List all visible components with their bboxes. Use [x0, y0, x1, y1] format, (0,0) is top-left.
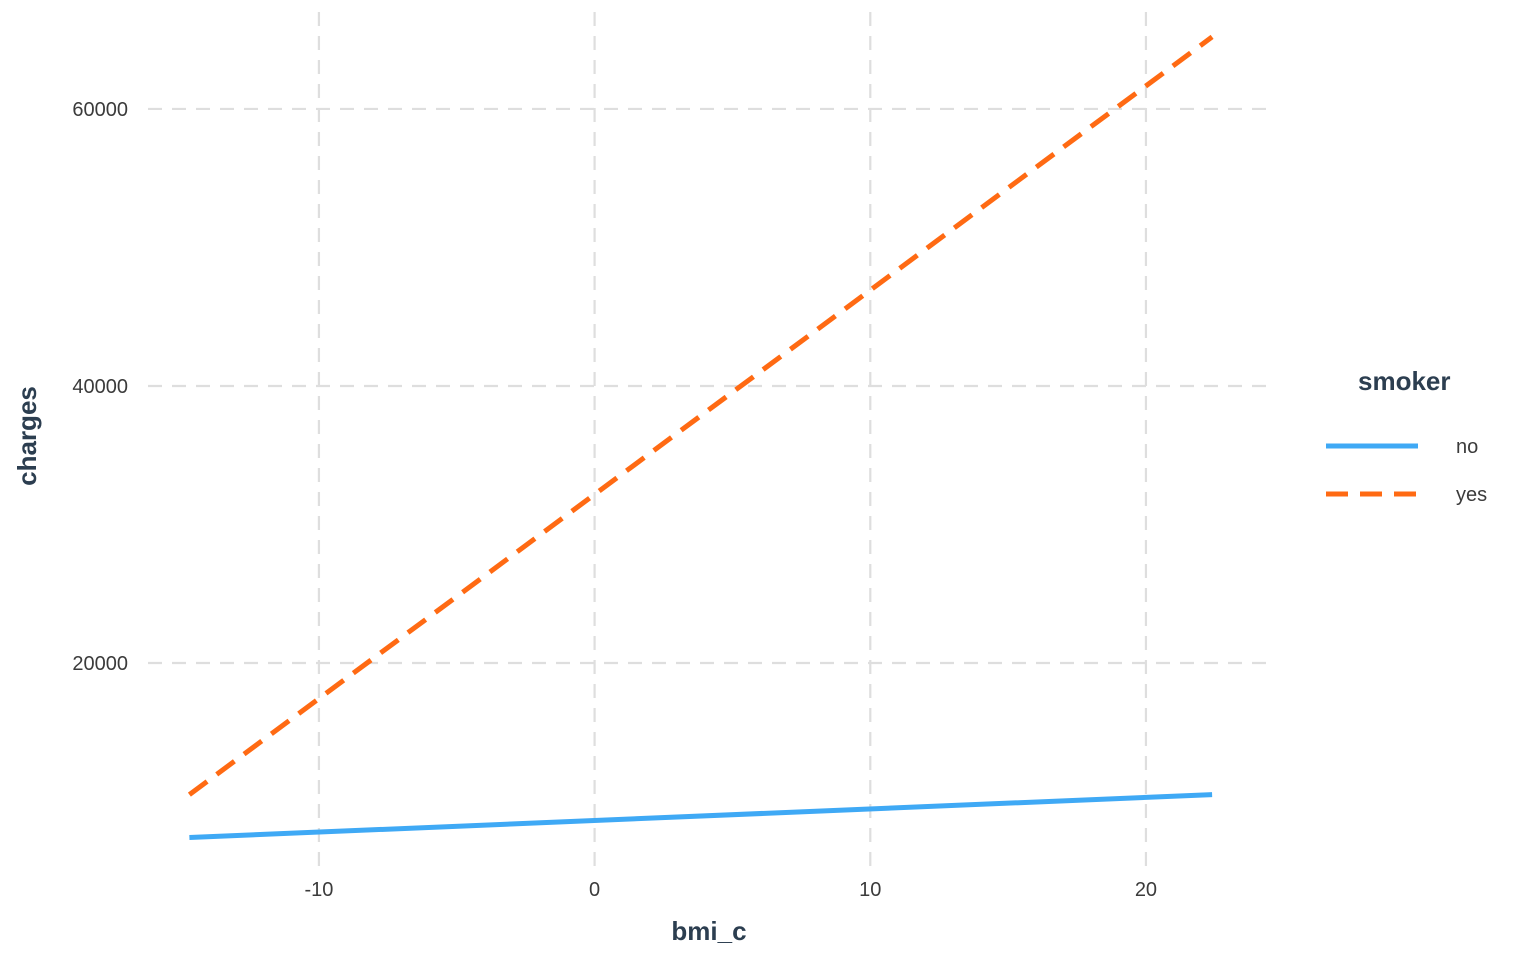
legend-items: no yes: [1326, 436, 1487, 506]
y-tick-labels: 20000 40000 60000: [72, 99, 128, 675]
legend-label-no: no: [1456, 436, 1478, 458]
legend: smoker no yes: [1326, 366, 1487, 506]
series-line-no: [189, 792, 1213, 840]
legend-label-yes: yes: [1456, 484, 1487, 506]
x-tick-label: 10: [859, 879, 881, 901]
x-axis-title: bmi_c: [671, 916, 746, 946]
x-tick-labels: -10 0 10 20: [304, 879, 1157, 901]
x-tick-label: 20: [1135, 879, 1157, 901]
y-axis-title: charges: [12, 386, 42, 486]
y-tick-label: 60000: [72, 99, 128, 121]
y-gridlines: [148, 107, 1270, 665]
y-tick-label: 20000: [72, 653, 128, 675]
y-tick-label: 40000: [72, 376, 128, 398]
series-line-yes: [187, 34, 1214, 797]
x-tick-label: -10: [304, 879, 333, 901]
x-tick-label: 0: [589, 879, 600, 901]
x-gridlines: [317, 12, 1148, 868]
legend-title: smoker: [1358, 366, 1451, 396]
series-lines: [187, 34, 1214, 840]
